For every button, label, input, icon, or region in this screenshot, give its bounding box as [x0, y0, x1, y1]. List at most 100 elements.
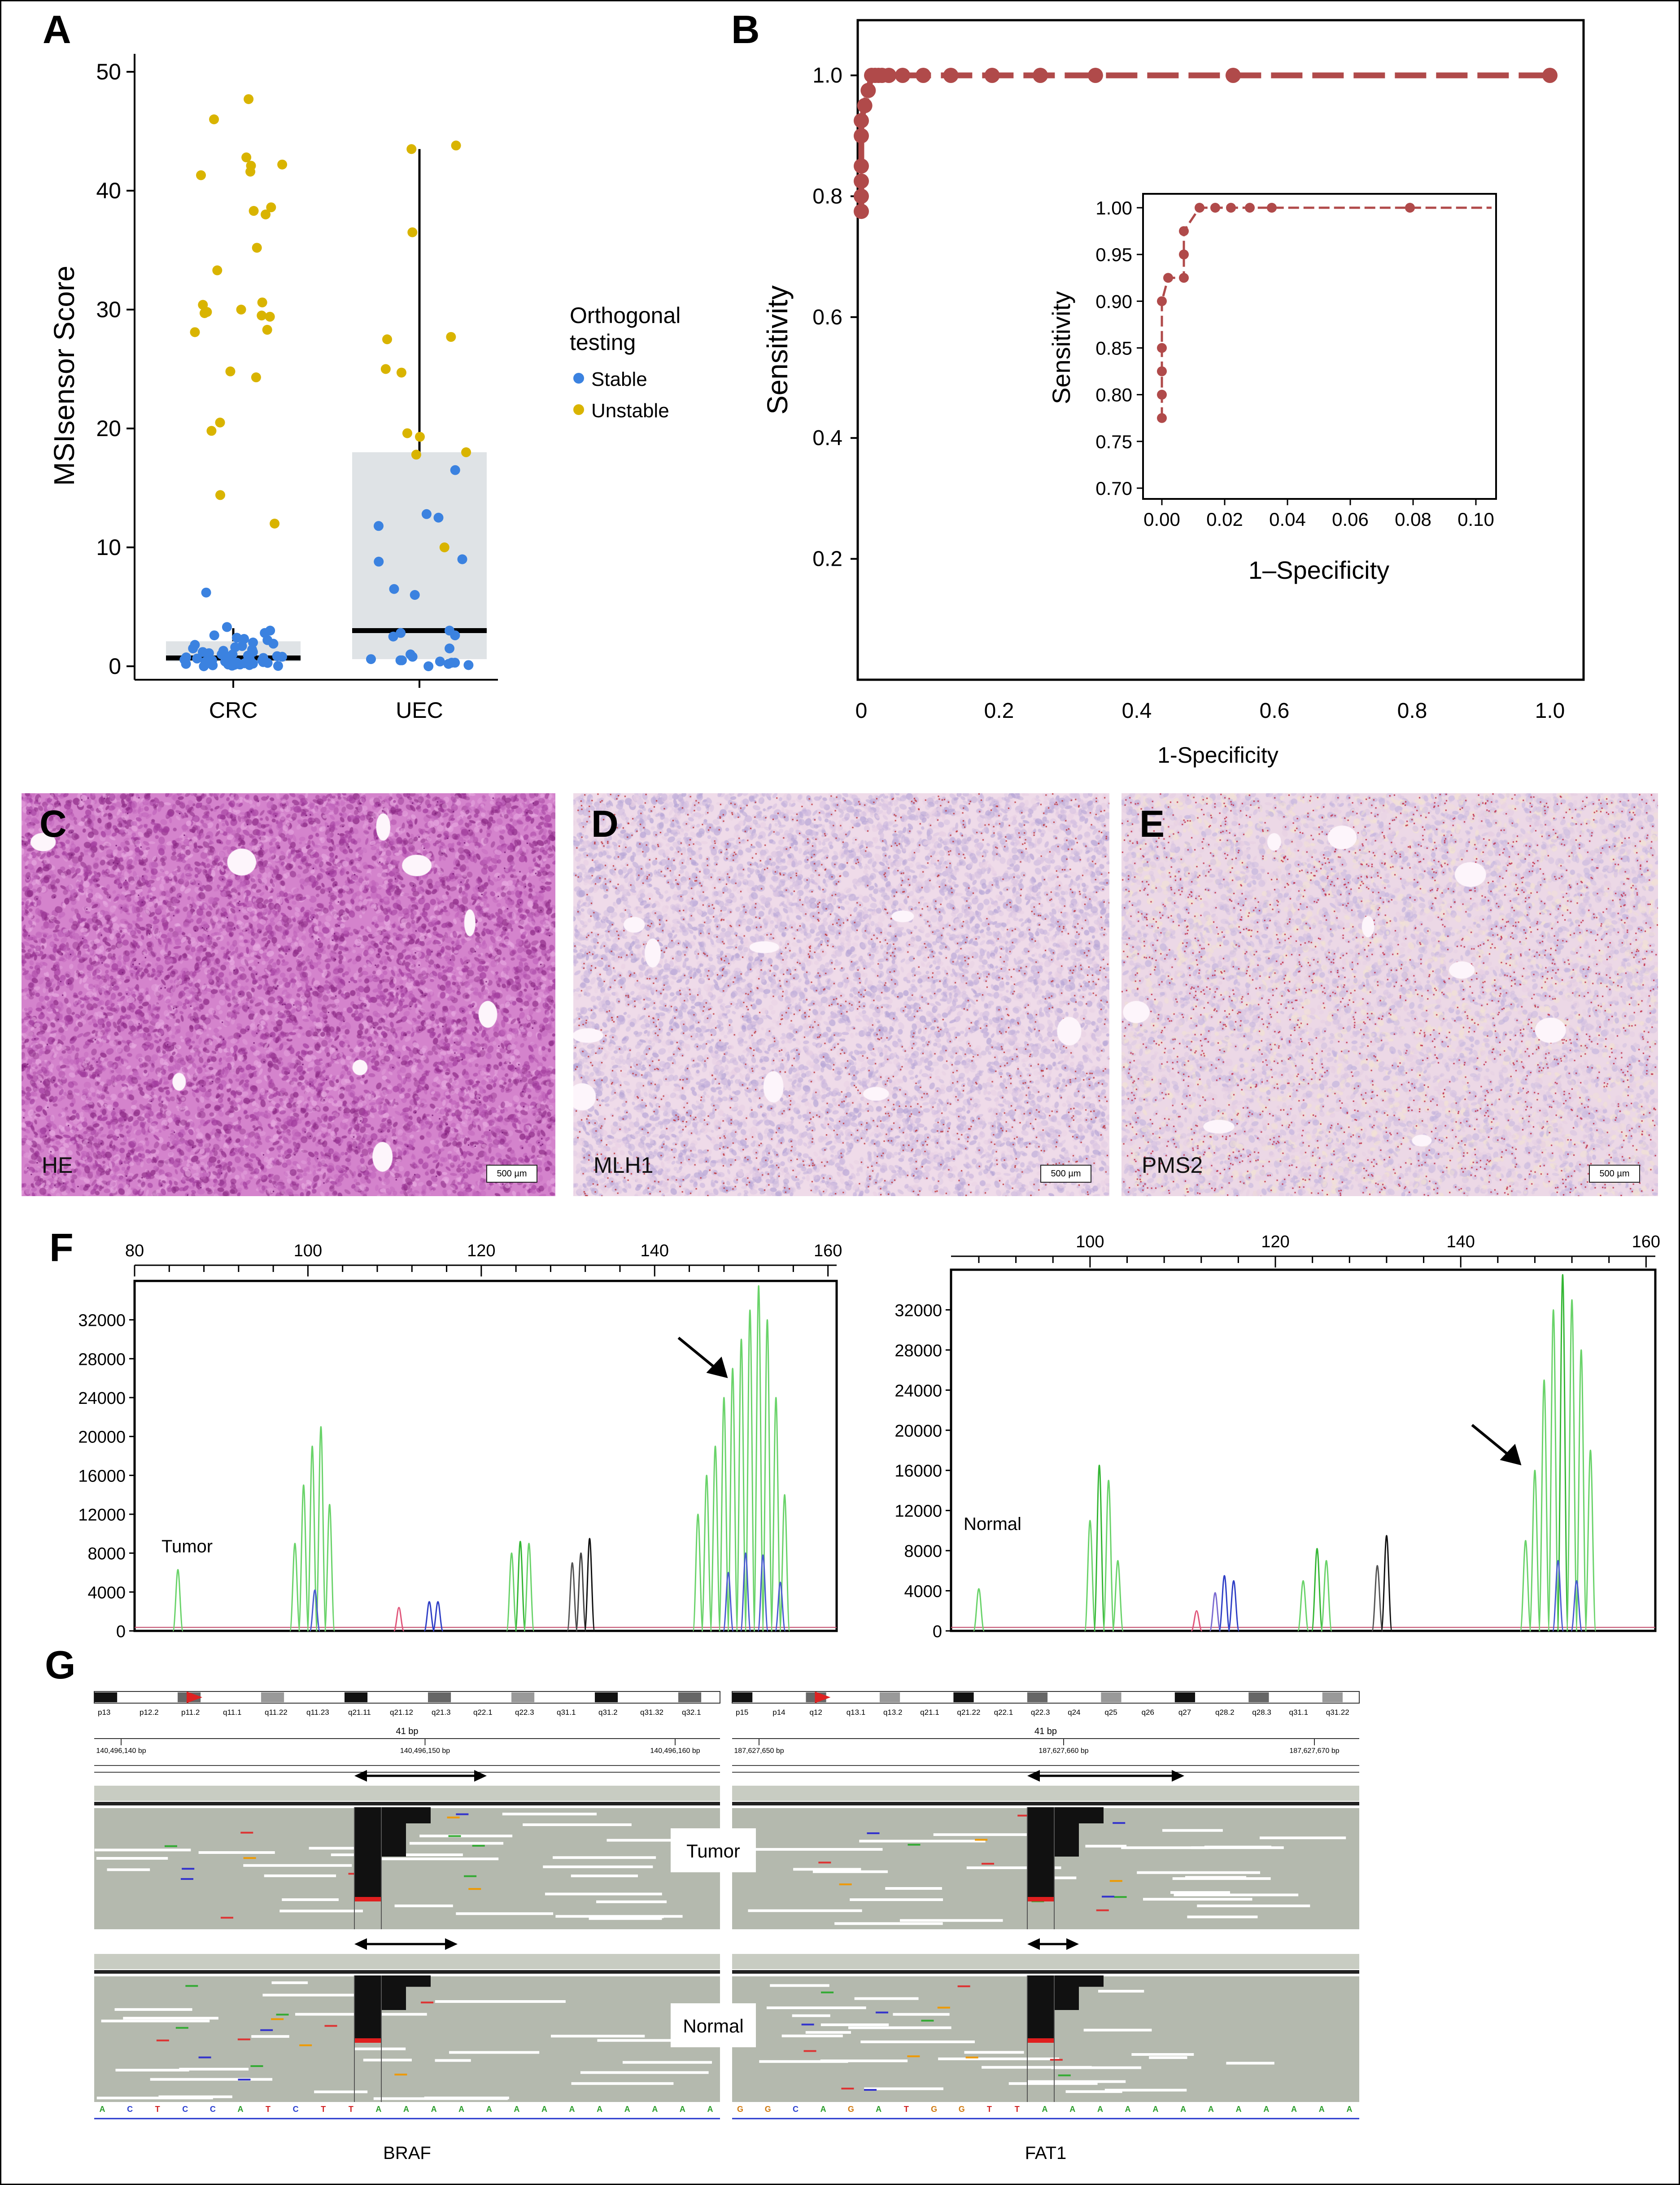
- panel-g-ideogram-band: [386, 1692, 410, 1702]
- panel-b-x-tick-label: 1.0: [1535, 699, 1565, 723]
- panel-g-sequence-base: A: [514, 2105, 519, 2114]
- panel-g-position-label: 140,496,150 bp: [400, 1747, 450, 1755]
- panel-g-repeat-arrowhead: [354, 1938, 367, 1950]
- panel-g-sequence-base: T: [266, 2105, 271, 2114]
- panel-g-mismatch: [982, 1862, 995, 1865]
- panel-g-band-label: q11.22: [265, 1708, 288, 1717]
- panel-g-mismatch: [198, 2056, 211, 2058]
- panel-f-sample-label: Tumor: [161, 1537, 213, 1556]
- panel-a-point: [461, 447, 471, 457]
- panel-g-read-gap: [571, 2082, 674, 2085]
- panel-g-insertion-marker: [1027, 1897, 1054, 1901]
- panel-g-insertion-block: [1027, 1807, 1054, 1897]
- panel-g-read-gap: [271, 1981, 308, 1984]
- panel-g-band-label: q21.1: [920, 1708, 939, 1717]
- panel-g-band-label: q27: [1178, 1708, 1191, 1717]
- panel-g-read-gap: [435, 2000, 566, 2003]
- panel-g-read-gap: [893, 2013, 950, 2016]
- panel-g-band-label: q13.2: [883, 1708, 903, 1717]
- panel-g-mismatch: [1058, 2074, 1071, 2076]
- panel-f-peak: [423, 1601, 435, 1632]
- panel-f-y-tick-label: 12000: [895, 1502, 942, 1521]
- panel-a-point: [212, 265, 223, 275]
- panel-g-insertion-block: [381, 1975, 406, 2010]
- panel-g-sequence-base: C: [793, 2105, 799, 2114]
- panel-g-read-gap: [792, 2014, 830, 2017]
- panel-f-y-tick-label: 8000: [87, 1545, 126, 1564]
- panel-a-legend-title: testing: [570, 330, 636, 355]
- panel-g-repeat-arrowhead: [354, 1770, 367, 1782]
- panel-f-arrow-head: [706, 1356, 728, 1378]
- panel-f-peak: [973, 1588, 985, 1632]
- panel-a-y-tick-label: 10: [96, 535, 121, 560]
- panel-f-y-tick-label: 24000: [78, 1389, 126, 1408]
- panel-g-sample-label: Normal: [683, 2015, 743, 2036]
- panel-g-band-label: q11.23: [306, 1708, 329, 1717]
- panel-f-peak: [761, 1319, 773, 1632]
- panel-b-inset-roc-point: [1179, 226, 1189, 236]
- panel-g-ideogram-band: [1322, 1692, 1343, 1702]
- panel-g-position-label: 140,496,140 bp: [96, 1747, 146, 1755]
- panel-g-sequence-base: C: [293, 2105, 299, 2114]
- panel-f-peak: [289, 1543, 301, 1632]
- panel-g-sequence-base: A: [597, 2105, 602, 2114]
- panel-g-read-gap: [766, 2006, 866, 2010]
- panel-g-read-gap: [502, 1813, 597, 1816]
- panel-g-sequence-base: A: [237, 2105, 243, 2114]
- panel-g-read-gap: [1174, 1893, 1299, 1897]
- panel-f-peak: [740, 1552, 751, 1632]
- panel-g-band-label: q22.1: [473, 1708, 493, 1717]
- panel-f-peak: [515, 1541, 526, 1632]
- panel-b-roc-point: [1087, 68, 1103, 83]
- panel-f-peak: [692, 1513, 704, 1632]
- panel-a-point: [266, 202, 276, 213]
- panel-g-read-gap: [850, 1898, 943, 1901]
- panel-g-mismatch: [1102, 1896, 1115, 1898]
- panel-g-read-gap: [1259, 1836, 1346, 1840]
- panel-g-read-gap: [158, 2095, 232, 2098]
- panel-b-x-label: 1-Specificity: [1157, 743, 1279, 768]
- panel-a-point: [222, 622, 232, 632]
- panel-g-repeat-arrowhead: [1027, 1938, 1040, 1950]
- panel-g-ideogram-band: [1174, 1692, 1196, 1702]
- panel-a-point: [199, 308, 209, 318]
- panel-g-coverage: [94, 1786, 720, 1801]
- panel-g-read-gap: [354, 2047, 406, 2050]
- panel-g-band-label: q31.22: [1326, 1708, 1349, 1717]
- panel-g-gene-label: BRAF: [383, 2143, 431, 2163]
- panel-g-read-gap: [101, 2019, 210, 2023]
- panel-g-ideogram-band: [94, 1692, 118, 1702]
- panel-label-b: B: [731, 7, 760, 52]
- panel-g-ideogram-band: [1138, 1692, 1158, 1702]
- panel-label-e: E: [1139, 803, 1165, 845]
- panel-g-ideogram-band: [842, 1692, 863, 1702]
- panel-g-band-label: q31.1: [557, 1708, 576, 1717]
- panel-b-roc-point: [854, 158, 869, 174]
- panel-g-mismatch: [1113, 1822, 1126, 1824]
- panel-g-sequence-base: A: [652, 2105, 658, 2114]
- panel-g-read-gap: [860, 2040, 975, 2043]
- panel-f-peak: [575, 1552, 587, 1632]
- panel-a-point: [406, 144, 417, 154]
- panel-f-peak: [523, 1543, 535, 1632]
- panel-a-point: [188, 643, 198, 654]
- panel-b-inset-y-tick-label: 0.70: [1095, 478, 1132, 499]
- panel-a-point: [249, 206, 259, 216]
- panel-g-read-gap: [373, 2097, 508, 2100]
- panel-b-roc-point: [860, 83, 876, 98]
- panel-b-inset-roc-point: [1195, 203, 1204, 213]
- panel-g-insertion-block: [1079, 1807, 1104, 1823]
- panel-g-band-label: q28.3: [1252, 1708, 1271, 1717]
- panel-g-read-gap: [123, 2017, 218, 2020]
- panel-b-roc-point: [1225, 68, 1241, 83]
- panel-g-band-label: q22.3: [515, 1708, 534, 1717]
- panel-f-peak: [757, 1554, 769, 1632]
- panel-g-sequence-base: A: [876, 2105, 881, 2114]
- panel-g-read-gap: [805, 2031, 851, 2034]
- panel-g-ideogram-band: [470, 1692, 493, 1702]
- panel-label-g: G: [45, 1643, 76, 1687]
- panel-f-peak: [1084, 1520, 1096, 1632]
- panel-g-insertion-marker: [354, 2038, 381, 2043]
- panel-g-mismatch: [164, 1845, 177, 1847]
- panel-g-mismatch: [907, 2055, 920, 2058]
